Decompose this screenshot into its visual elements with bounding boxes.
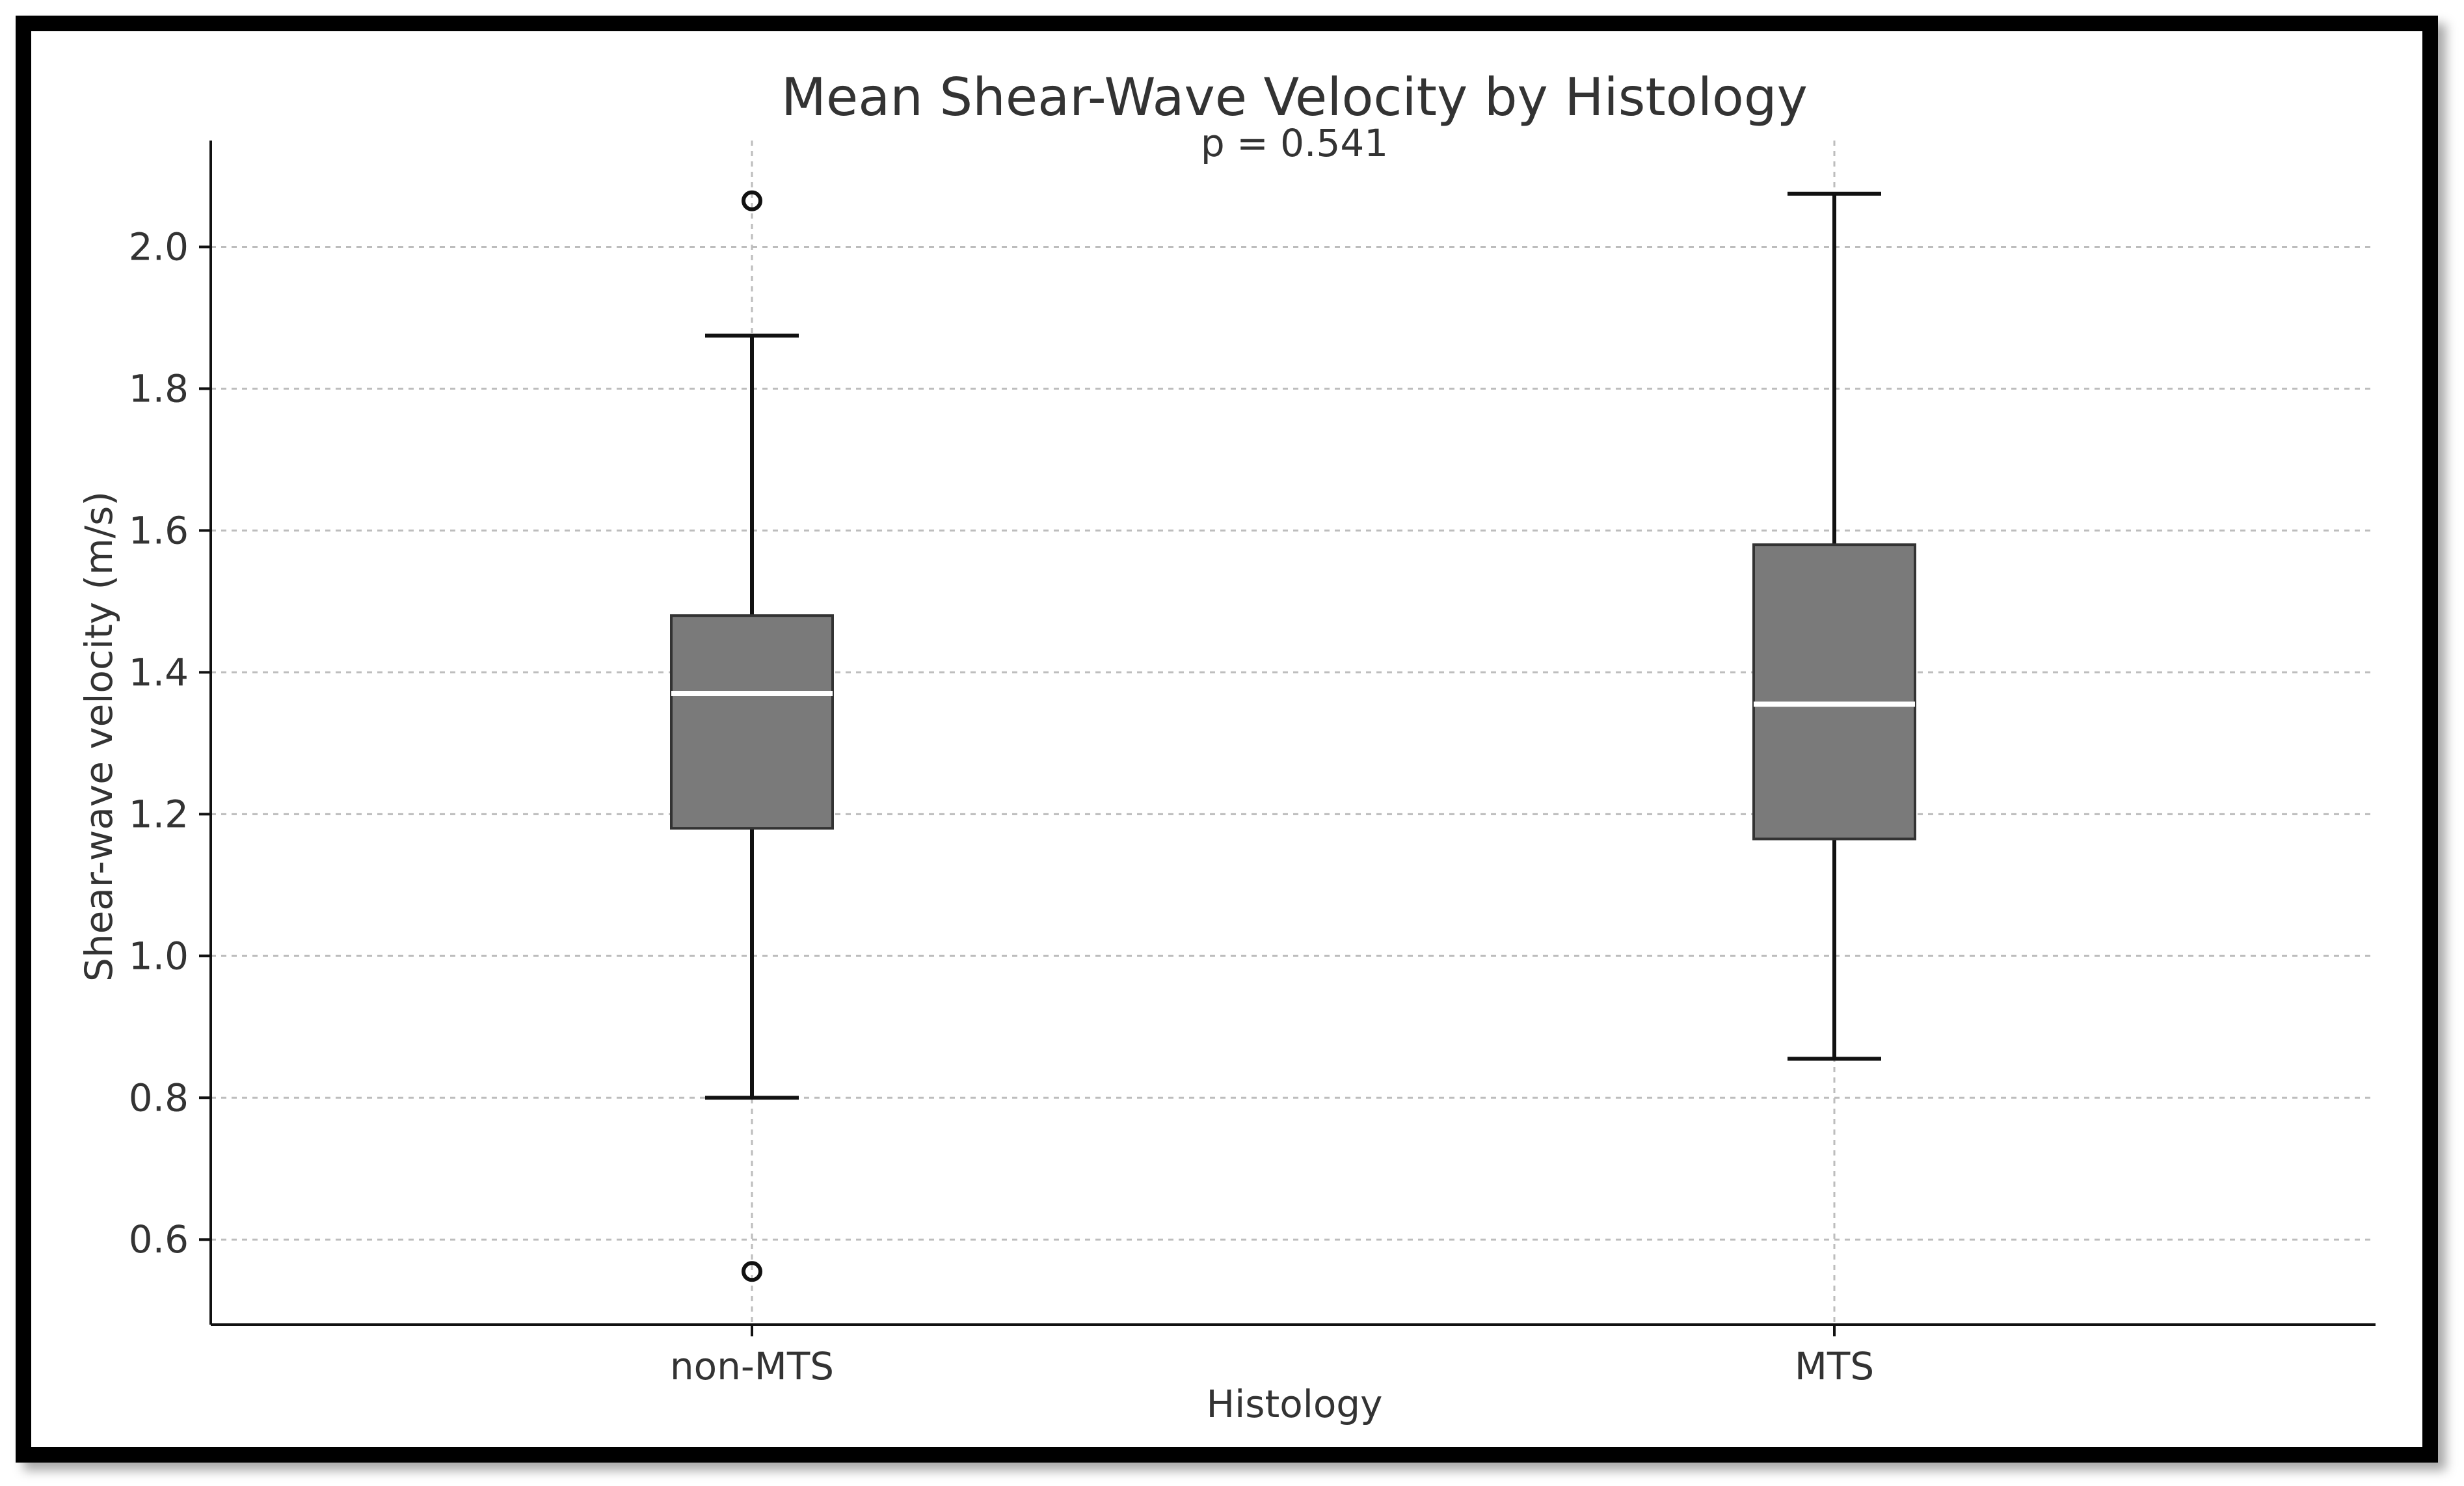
y-tick-label: 1.2 xyxy=(129,792,189,836)
x-tick-label: MTS xyxy=(1795,1344,1874,1388)
chart-title: Mean Shear-Wave Velocity by Histology xyxy=(781,67,1808,128)
outlier-point xyxy=(742,1261,762,1282)
figure-frame xyxy=(16,16,2438,1463)
x-axis-ticks: non-MTS MTS xyxy=(670,1325,1874,1388)
box-series xyxy=(670,190,1916,1282)
y-tick-label: 0.8 xyxy=(129,1075,189,1120)
box-group-non-mts xyxy=(670,190,834,1282)
iqr-box xyxy=(1752,543,1916,841)
iqr-box xyxy=(670,614,834,830)
y-tick-label: 0.6 xyxy=(129,1217,189,1262)
y-tick-label: 1.8 xyxy=(129,366,189,411)
y-axis-label: Shear-wave velocity (m/s) xyxy=(77,491,121,982)
box-group-mts xyxy=(1752,191,1916,1061)
y-tick-label: 1.4 xyxy=(129,650,189,694)
y-tick-label: 1.6 xyxy=(129,508,189,552)
y-axis-ticks: 0.6 0.8 1.0 1.2 1.4 1.6 1.8 2.0 xyxy=(129,224,211,1262)
x-tick-label: non-MTS xyxy=(670,1344,834,1388)
p-value-annotation: p = 0.541 xyxy=(1201,121,1388,165)
outlier-point xyxy=(742,190,762,211)
x-axis-label: Histology xyxy=(1207,1382,1383,1426)
grid-lines xyxy=(211,141,2376,1325)
y-tick-label: 2.0 xyxy=(129,224,189,269)
y-tick-label: 1.0 xyxy=(129,934,189,978)
axes-lines xyxy=(209,141,2376,1326)
